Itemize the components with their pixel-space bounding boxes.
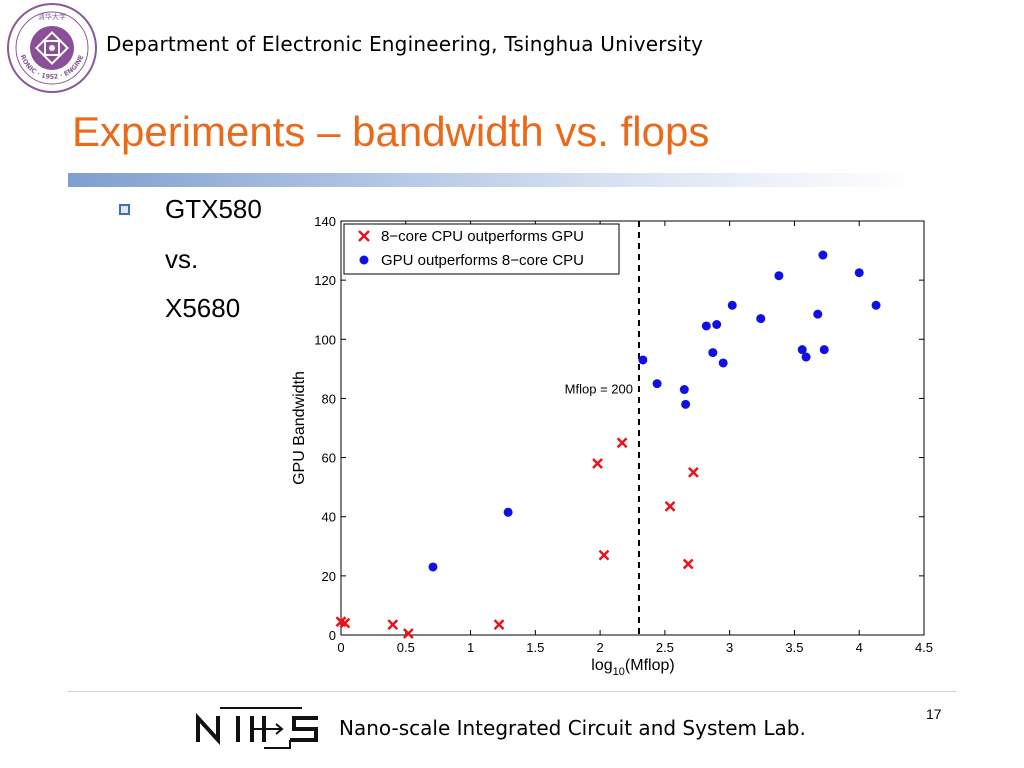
gpu-wins-point <box>652 379 662 389</box>
cpu-wins-point <box>493 619 505 631</box>
chart-legend: 8−core CPU outperforms GPU GPU outperfor… <box>343 223 620 275</box>
gpu-wins-point <box>638 355 648 365</box>
y-tick-label: 40 <box>322 510 336 525</box>
y-tick-label: 100 <box>314 332 336 347</box>
cpu-wins-point <box>387 619 399 631</box>
gpu-wins-point <box>503 507 513 517</box>
lab-name: Nano-scale Integrated Circuit and System… <box>339 716 806 740</box>
cpu-wins-point <box>339 617 351 629</box>
gpu-wins-point <box>797 345 807 355</box>
x-tick-label: 0 <box>337 640 344 655</box>
y-tick-label: 20 <box>322 569 336 584</box>
gpu-wins-point <box>801 352 811 362</box>
gpu-wins-point <box>681 399 691 409</box>
bullet-line-3: X5680 <box>165 293 241 323</box>
gpu-wins-point <box>871 300 881 310</box>
gpu-wins-point <box>718 358 728 368</box>
x-tick-label: 1.5 <box>526 640 544 655</box>
gpu-wins-point <box>774 271 784 281</box>
y-tick-label: 80 <box>322 391 336 406</box>
x-tick-label: 4 <box>856 640 863 655</box>
x-tick-label: 3 <box>726 640 733 655</box>
x-tick-label: 2.5 <box>656 640 674 655</box>
square-bullet-icon <box>119 204 130 215</box>
gpu-wins-point <box>818 250 828 260</box>
nics-lab-logo <box>196 707 318 749</box>
gpu-wins-point <box>727 300 737 310</box>
x-tick-label: 0.5 <box>397 640 415 655</box>
gpu-wins-point <box>854 268 864 278</box>
gpu-wins-point <box>679 385 689 395</box>
bullet-line-1: GTX580 <box>165 194 262 224</box>
x-tick-label: 1 <box>467 640 474 655</box>
legend-label-gpu: GPU outperforms 8−core CPU <box>381 252 584 269</box>
svg-text:清华大学: 清华大学 <box>38 12 66 21</box>
cpu-wins-point <box>616 437 628 449</box>
gpu-wins-point <box>712 320 722 329</box>
cpu-wins-point <box>402 628 414 639</box>
footer-divider <box>68 691 956 692</box>
cpu-wins-point <box>688 466 699 478</box>
gpu-wins-point <box>819 345 829 355</box>
legend-label-cpu: 8−core CPU outperforms GPU <box>381 228 584 245</box>
gpu-wins-point <box>813 309 823 319</box>
x-tick-label: 2 <box>596 640 603 655</box>
x-tick-label: 3.5 <box>785 640 803 655</box>
slide-title: Experiments – bandwidth vs. flops <box>72 108 710 155</box>
x-tick-label: 4.5 <box>915 640 933 655</box>
bandwidth-vs-flops-scatter-chart: 0 0.5 1 1.5 2 2.5 3 3.5 4 4.5 0 20 40 60 80 100 120 140 M… <box>291 214 933 678</box>
legend-dot-marker <box>359 255 369 265</box>
gpu-wins-point <box>756 314 766 324</box>
gpu-wins-point <box>701 321 711 331</box>
bullet-line-2: vs. <box>165 244 199 274</box>
cpu-wins-point <box>664 500 676 512</box>
x-axis-label: log10(Mflop) <box>591 657 674 678</box>
cpu-wins-point <box>598 549 610 561</box>
title-underline-bar <box>68 173 918 187</box>
y-axis-label: GPU Bandwidth <box>291 371 308 485</box>
plot-area <box>340 220 925 636</box>
y-tick-label: 120 <box>314 273 336 288</box>
institution-name: Department of Electronic Engineering, Ts… <box>106 32 704 56</box>
y-tick-label: 140 <box>314 214 336 229</box>
university-seal-logo: ELECTRONIC · 1952 · ENGINEERING 清华大学 <box>6 2 97 93</box>
y-tick-label: 60 <box>322 451 336 466</box>
gpu-wins-point <box>428 562 438 572</box>
gpu-wins-point <box>708 348 718 358</box>
cpu-wins-point <box>592 458 603 469</box>
cpu-wins-point <box>682 558 694 570</box>
legend-x-marker <box>358 230 370 242</box>
y-tick-label: 0 <box>329 628 336 643</box>
page-number: 17 <box>926 706 942 722</box>
threshold-label: Mflop = 200 <box>565 382 633 397</box>
